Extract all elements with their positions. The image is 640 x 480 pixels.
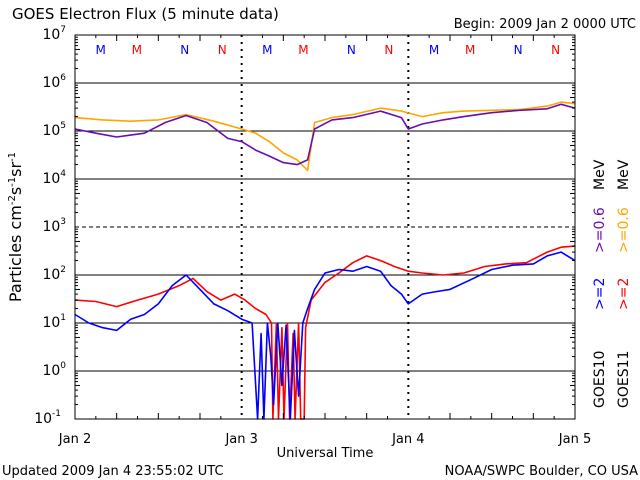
series-goes10-2-mev <box>74 251 576 420</box>
marker-n: N <box>218 43 227 57</box>
marker-n: N <box>551 43 560 57</box>
marker-m: M <box>132 43 142 57</box>
x-tick-label: Jan 5 <box>558 432 591 447</box>
legend-goes11: GOES11 <box>616 351 632 408</box>
begin-label: Begin: 2009 Jan 2 0000 UTC <box>454 17 636 32</box>
y-tick-label: 104 <box>42 169 66 187</box>
marker-m: M <box>465 43 475 57</box>
y-tick-label: 105 <box>42 121 66 139</box>
marker-m: M <box>429 43 439 57</box>
legend-goes10: GOES10 <box>592 351 608 408</box>
chart-title: GOES Electron Flux (5 minute data) <box>12 5 279 23</box>
y-tick-label: 100 <box>42 361 66 379</box>
y-tick-label: 106 <box>42 73 66 91</box>
marker-m: M <box>96 43 106 57</box>
grid-lines <box>75 35 575 419</box>
marker-n: N <box>384 43 393 57</box>
legend: GOES10 GOES11 >=2 >=2 >=0.6 >=0.6 MeV Me… <box>592 159 632 408</box>
y-tick-label: 107 <box>42 25 66 43</box>
credit-label: NOAA/SWPC Boulder, CO USA <box>445 464 638 479</box>
marker-m: M <box>262 43 272 57</box>
y-tick-label: 102 <box>42 265 66 283</box>
y-axis-label: Particles cm-2s-1sr-1 <box>6 152 25 302</box>
updated-timestamp: Updated 2009 Jan 4 23:55:02 UTC <box>2 464 224 479</box>
legend-goes10-06mev: >=0.6 <box>592 207 608 253</box>
y-tick-label: 103 <box>42 217 66 235</box>
x-tick-label: Jan 3 <box>224 432 257 447</box>
y-tick-label: 10-1 <box>34 409 61 427</box>
marker-n: N <box>180 43 189 57</box>
x-tick-label: Jan 4 <box>391 432 424 447</box>
legend-goes10-2mev: >=2 <box>592 278 608 310</box>
series-goes11-0-6-mev <box>74 101 576 172</box>
legend-goes11-2mev: >=2 <box>616 278 632 310</box>
marker-n: N <box>514 43 523 57</box>
legend-goes11-06mev: >=0.6 <box>616 207 632 253</box>
marker-m: M <box>298 43 308 57</box>
marker-n: N <box>347 43 356 57</box>
x-axis-label: Universal Time <box>277 446 374 461</box>
legend-unit-1: MeV <box>592 159 608 190</box>
series-goes11-2-mev <box>74 245 576 420</box>
legend-unit-2: MeV <box>616 159 632 190</box>
y-tick-label: 101 <box>42 313 66 331</box>
plot-frame <box>74 34 576 420</box>
x-tick-label: Jan 2 <box>58 432 91 447</box>
axes: 10-1 100 101 102 103 104 105 106 107 Jan 2 Jan 3 Ja… <box>34 25 591 447</box>
series-goes10-0-6-mev <box>74 103 576 166</box>
